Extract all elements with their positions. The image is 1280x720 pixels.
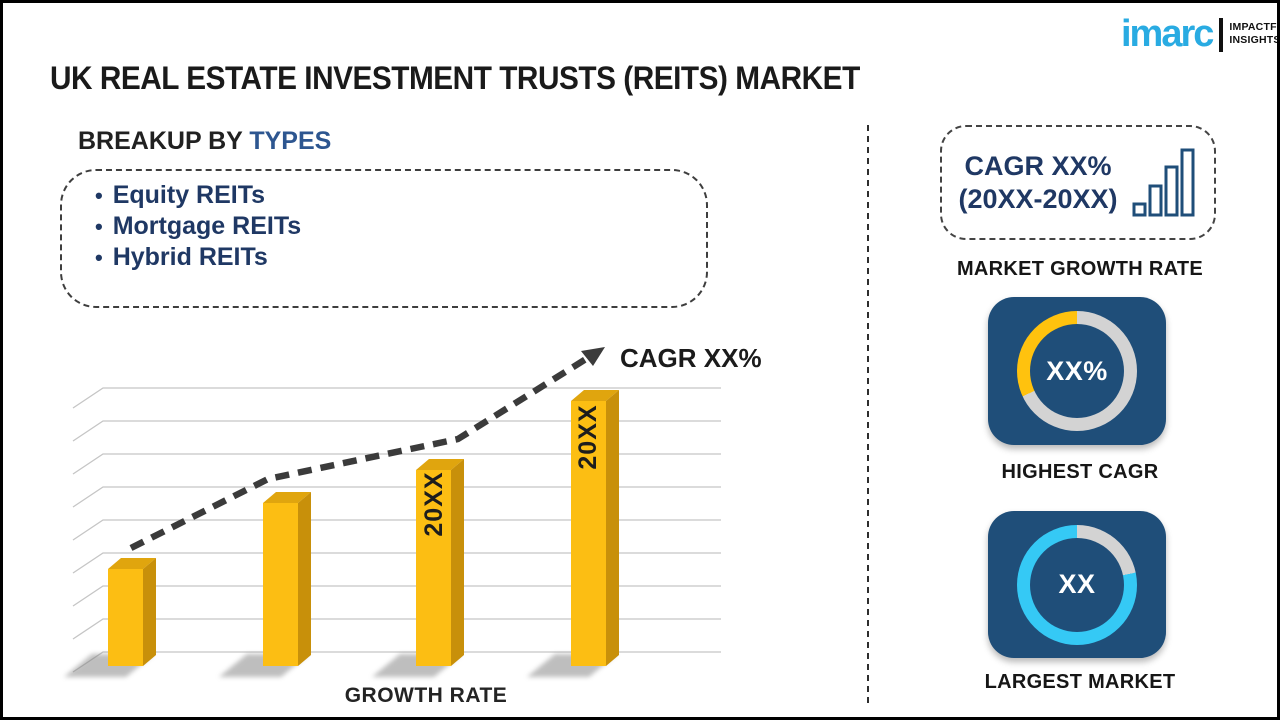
list-item: • Equity REITs: [95, 180, 301, 211]
cagr-period-text: CAGR XX% (20XX-20XX): [958, 150, 1117, 216]
bullet-icon: •: [95, 183, 103, 208]
highest-cagr-value: XX%: [1030, 324, 1124, 418]
arrowhead-icon: [581, 347, 605, 366]
imarc-logo: imarc IMPACTFUL INSIGHTS: [1121, 13, 1280, 55]
trend-label: CAGR XX%: [620, 343, 762, 373]
list-item-label: Mortgage REITs: [112, 212, 302, 240]
bar-20xx-3: 20XX: [416, 459, 464, 666]
page-title: UK REAL ESTATE INVESTMENT TRUSTS (REITS)…: [50, 60, 860, 96]
logo-divider-bar: [1219, 18, 1224, 52]
trend-arrow: [129, 347, 605, 551]
bullet-icon: •: [95, 214, 103, 239]
bar-label: 20XX: [420, 471, 448, 536]
breakup-heading-highlight: TYPES: [249, 127, 332, 155]
list-item-label: Equity REITs: [112, 181, 266, 209]
growth-rate-bar-chart: 20XX 20XX CAGR XX% GROWTH RATE: [64, 343, 762, 707]
logo-tagline-line1: IMPACTFUL: [1229, 21, 1277, 34]
bar-year2: [263, 492, 311, 666]
bar-chart-icon: [1132, 148, 1195, 216]
breakup-types-list: • Equity REITs • Mortgage REITs • Hybrid…: [95, 180, 301, 273]
largest-market-caption: LARGEST MARKET: [984, 671, 1176, 693]
bar-20xx-4: 20XX: [571, 390, 619, 666]
bullet-icon: •: [95, 245, 103, 270]
cagr-value: CAGR XX%: [964, 150, 1112, 181]
cagr-period: (20XX-20XX): [958, 183, 1118, 214]
logo-tagline: IMPACTFUL INSIGHTS: [1229, 21, 1280, 46]
list-item: • Hybrid REITs: [95, 242, 301, 273]
breakup-heading: BREAKUP BY TYPES: [78, 127, 331, 156]
list-item-label: Hybrid REITs: [112, 243, 268, 271]
x-axis-label: GROWTH RATE: [345, 684, 508, 707]
imarc-logo-wordmark: imarc: [1121, 13, 1214, 55]
market-growth-rate-box: CAGR XX% (20XX-20XX): [940, 125, 1216, 240]
largest-market-tile: XX: [988, 511, 1166, 658]
bar-year1: [108, 558, 156, 666]
highest-cagr-tile: XX%: [988, 297, 1166, 445]
breakup-heading-prefix: BREAKUP BY: [78, 127, 250, 155]
highest-cagr-donut: XX%: [1017, 311, 1137, 431]
market-growth-rate-caption: MARKET GROWTH RATE: [956, 258, 1204, 280]
largest-market-value: XX: [1030, 537, 1124, 632]
logo-tagline-line2: INSIGHTS: [1229, 34, 1280, 46]
highest-cagr-caption: HIGHEST CAGR: [1001, 461, 1159, 483]
list-item: • Mortgage REITs: [95, 211, 301, 242]
chart-gridlines: [72, 387, 721, 673]
largest-market-donut: XX: [1017, 524, 1137, 645]
breakup-types-box: • Equity REITs • Mortgage REITs • Hybrid…: [60, 169, 708, 308]
section-divider: [867, 125, 869, 703]
bar-label: 20XX: [574, 404, 602, 469]
